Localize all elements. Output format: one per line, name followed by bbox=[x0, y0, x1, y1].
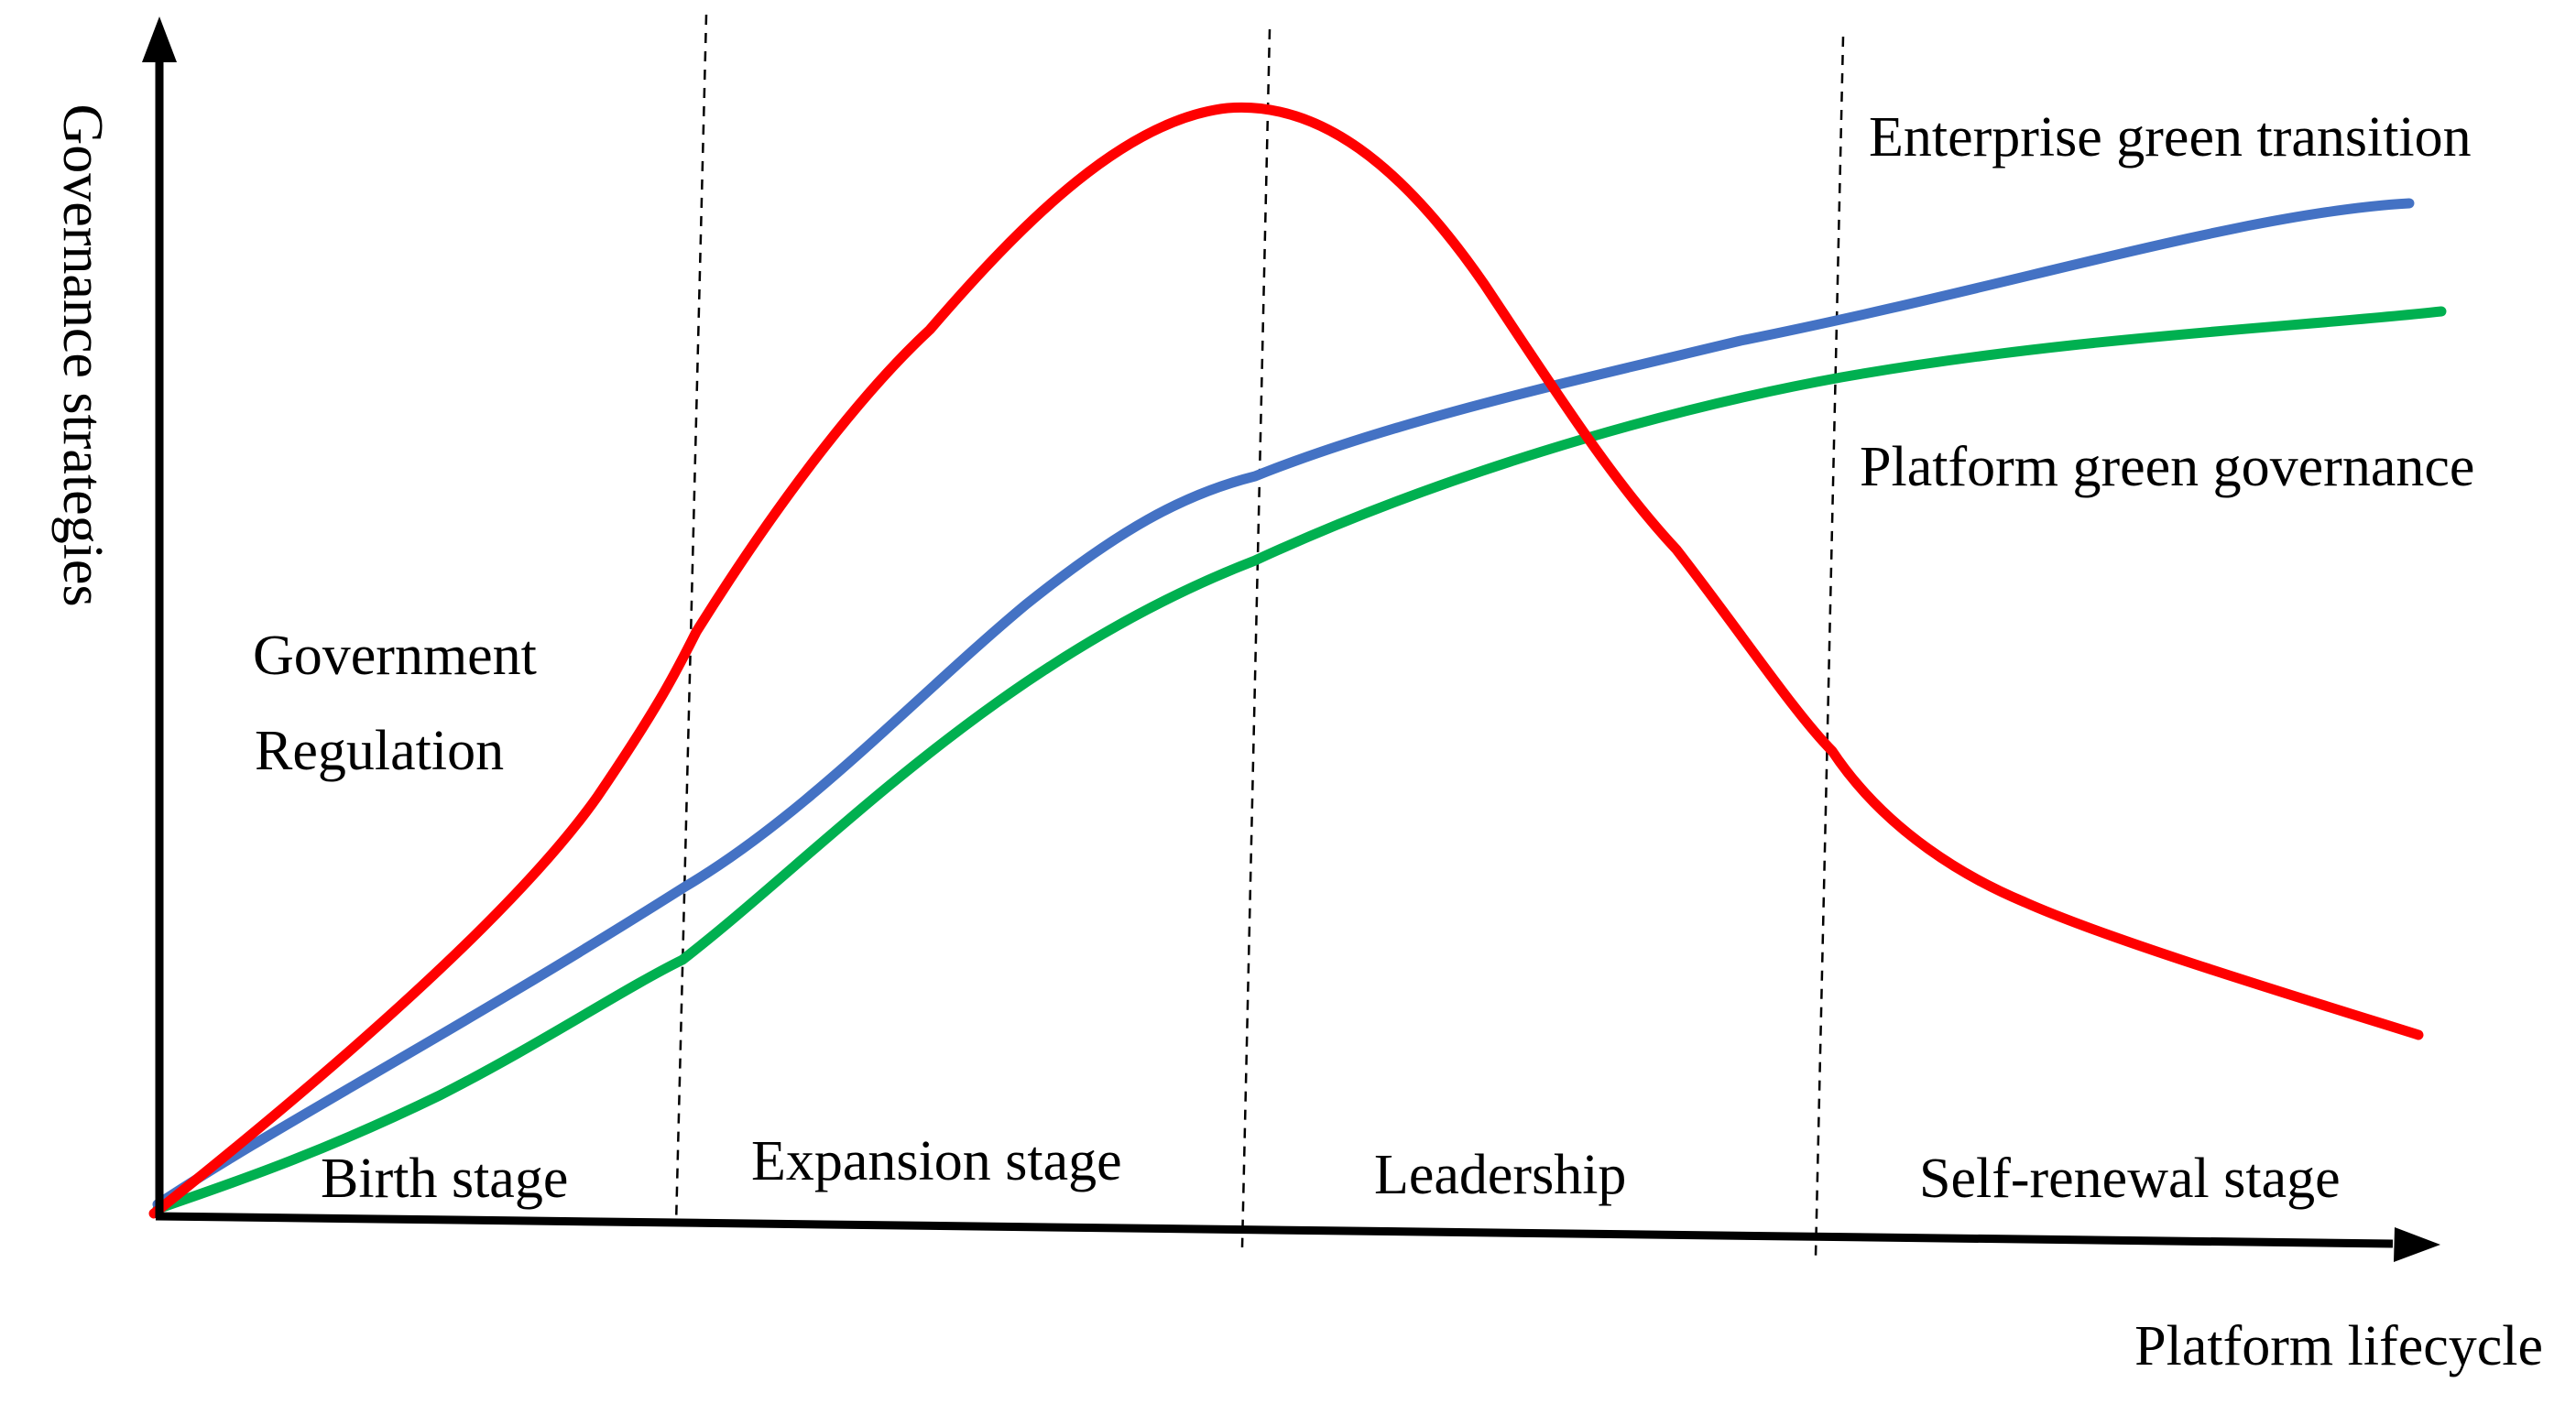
curves bbox=[148, 102, 2447, 1219]
stage-dividers bbox=[674, 14, 1845, 1257]
platform-green-governance-curve bbox=[152, 306, 2447, 1214]
stage-labels: Birth stage Expansion stage Leadership S… bbox=[321, 1130, 2341, 1210]
axes bbox=[142, 16, 2440, 1262]
divider-leadership-renewal bbox=[1814, 36, 1845, 1257]
stage-label-birth: Birth stage bbox=[321, 1148, 568, 1210]
enterprise-green-transition-curve bbox=[152, 198, 2415, 1210]
divider-birth-expansion bbox=[674, 14, 708, 1226]
enterprise-green-transition-label: Enterprise green transition bbox=[1869, 106, 2472, 169]
government-regulation-label-line2: Regulation bbox=[255, 720, 504, 782]
government-regulation-label-line1: Government bbox=[253, 625, 537, 687]
curve-labels: Government Regulation Enterprise green t… bbox=[253, 106, 2474, 782]
x-axis-label: Platform lifecycle bbox=[2134, 1315, 2543, 1377]
platform-green-governance-label: Platform green governance bbox=[1860, 436, 2474, 498]
y-axis-arrowhead bbox=[142, 16, 177, 62]
stage-label-expansion: Expansion stage bbox=[751, 1130, 1122, 1192]
stage-label-self-renewal: Self-renewal stage bbox=[1919, 1148, 2341, 1210]
government-regulation-curve bbox=[148, 102, 2424, 1219]
divider-expansion-leadership bbox=[1240, 28, 1272, 1248]
x-axis bbox=[155, 1212, 2394, 1248]
x-axis-arrowhead bbox=[2394, 1227, 2440, 1262]
stage-label-leadership: Leadership bbox=[1374, 1144, 1626, 1206]
y-axis-label: Governance strategies bbox=[51, 103, 114, 606]
